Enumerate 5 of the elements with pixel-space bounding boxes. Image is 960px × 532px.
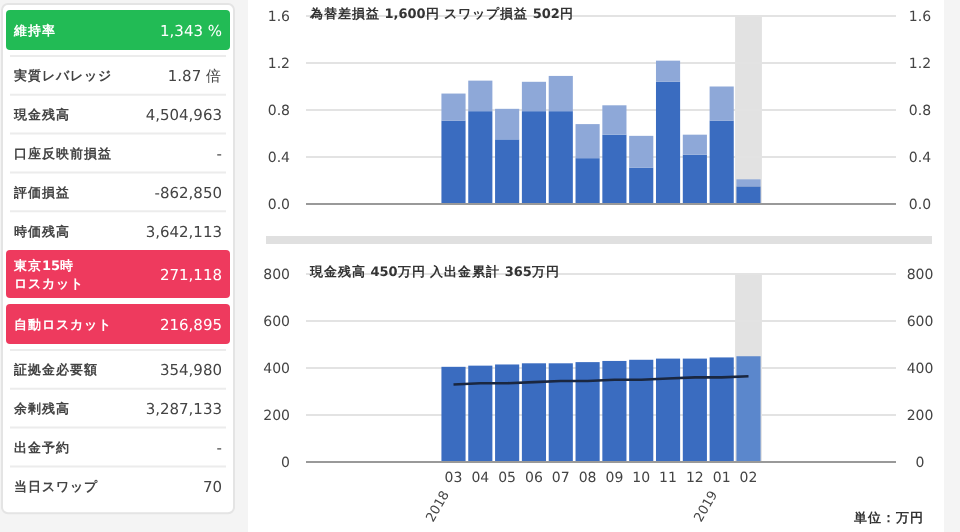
bar: [629, 135, 654, 168]
bar: [682, 134, 707, 155]
bar: [736, 179, 761, 187]
bar: [709, 86, 734, 121]
bar: [655, 60, 681, 82]
